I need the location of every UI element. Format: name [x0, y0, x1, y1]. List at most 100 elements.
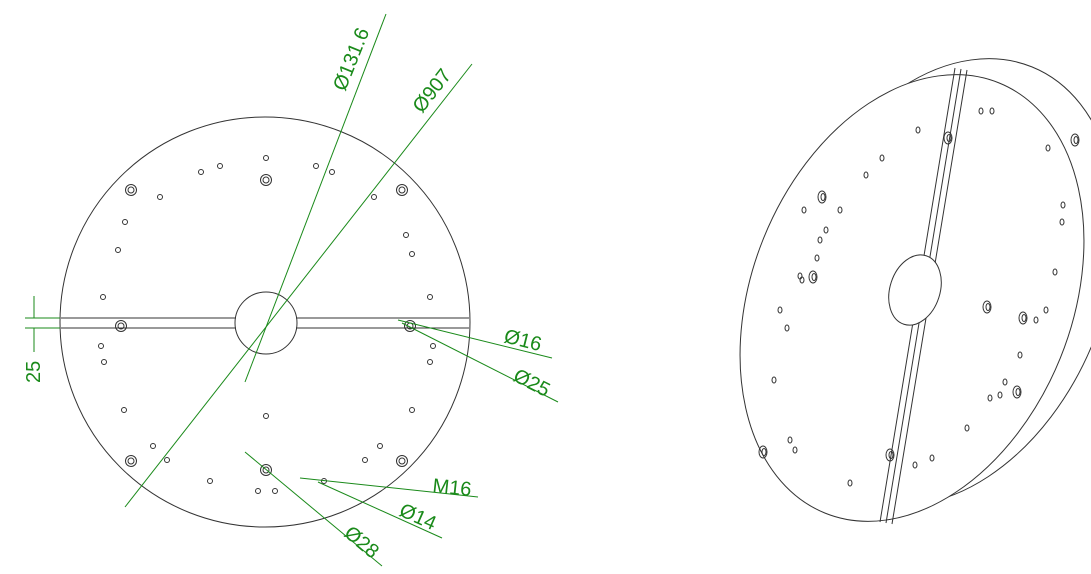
- hole: [915, 126, 921, 134]
- dim-label: Ø14: [396, 499, 439, 534]
- hole: [1060, 201, 1066, 209]
- hole: [989, 107, 995, 115]
- hole: [396, 184, 408, 196]
- dim-label: Ø28: [340, 522, 383, 563]
- hole: [1002, 378, 1008, 386]
- front-view: [59, 116, 471, 528]
- hole: [263, 413, 269, 419]
- dim-label: M16: [431, 475, 472, 501]
- hole: [362, 457, 368, 463]
- hole: [1070, 133, 1080, 147]
- hole: [885, 448, 895, 462]
- hole: [814, 254, 820, 262]
- hole: [403, 232, 409, 238]
- hole: [820, 193, 826, 201]
- hole: [863, 171, 869, 179]
- hole: [100, 294, 106, 300]
- center-hole: [888, 254, 942, 326]
- hole: [398, 186, 406, 194]
- dim-line: [244, 451, 383, 567]
- hole: [808, 270, 818, 284]
- hole: [157, 194, 163, 200]
- hole: [377, 443, 383, 449]
- hole: [987, 394, 993, 402]
- hole: [787, 436, 793, 444]
- hole: [758, 445, 768, 459]
- hole: [150, 443, 156, 449]
- hole: [997, 391, 1003, 399]
- hole: [1018, 311, 1028, 325]
- hole: [117, 322, 125, 330]
- hole: [329, 169, 335, 175]
- hole: [262, 466, 270, 474]
- hole: [837, 206, 843, 214]
- hole: [1073, 136, 1079, 144]
- hole: [792, 446, 798, 454]
- hole: [784, 324, 790, 332]
- hole: [255, 488, 261, 494]
- dim-line: [25, 296, 60, 352]
- hole: [879, 154, 885, 162]
- hole: [985, 303, 991, 311]
- hole: [817, 236, 823, 244]
- hole: [260, 174, 272, 186]
- hole: [929, 454, 935, 462]
- hole: [799, 276, 805, 284]
- hole: [427, 294, 433, 300]
- hole: [115, 247, 121, 253]
- hole: [912, 461, 918, 469]
- dim-line: [244, 13, 387, 383]
- hole: [409, 251, 415, 257]
- hole: [888, 451, 894, 459]
- hole: [101, 359, 107, 365]
- hole: [98, 343, 104, 349]
- hole: [801, 206, 807, 214]
- hole: [427, 359, 433, 365]
- disc-front: [739, 74, 1085, 522]
- hole: [404, 320, 416, 332]
- hole: [1021, 314, 1027, 322]
- hole: [1059, 218, 1065, 226]
- hole: [823, 226, 829, 234]
- disc-outline: [59, 116, 471, 528]
- hole: [1043, 306, 1049, 314]
- dim-line: [317, 481, 443, 539]
- hole: [1052, 268, 1058, 276]
- hole: [761, 448, 767, 456]
- hole: [1015, 388, 1021, 396]
- hole: [982, 300, 992, 314]
- hole: [127, 186, 135, 194]
- hole: [811, 273, 817, 281]
- hole: [122, 219, 128, 225]
- center-hole: [234, 291, 298, 355]
- hole: [978, 107, 984, 115]
- hole: [398, 457, 406, 465]
- hole: [371, 194, 377, 200]
- slot: [61, 317, 469, 329]
- hole: [847, 479, 853, 487]
- hole: [207, 478, 213, 484]
- hole: [946, 134, 952, 142]
- hole: [1017, 351, 1023, 359]
- dim-label: Ø131.6: [329, 25, 374, 94]
- hole: [1012, 385, 1022, 399]
- dim-line: [397, 319, 553, 359]
- dim-label: Ø16: [502, 326, 544, 356]
- dim-line: [124, 63, 473, 508]
- hole: [396, 455, 408, 467]
- hole: [409, 407, 415, 413]
- hole: [115, 320, 127, 332]
- hole: [263, 155, 269, 161]
- hole: [771, 376, 777, 384]
- hole: [164, 457, 170, 463]
- hole: [1033, 316, 1039, 324]
- hole: [262, 176, 270, 184]
- hole: [817, 190, 827, 204]
- hole: [313, 163, 319, 169]
- dim-line: [299, 477, 479, 498]
- hole: [777, 306, 783, 314]
- dim-label: Ø907: [409, 65, 456, 117]
- hole: [217, 163, 223, 169]
- hole: [964, 424, 970, 432]
- dim-line: [401, 322, 559, 403]
